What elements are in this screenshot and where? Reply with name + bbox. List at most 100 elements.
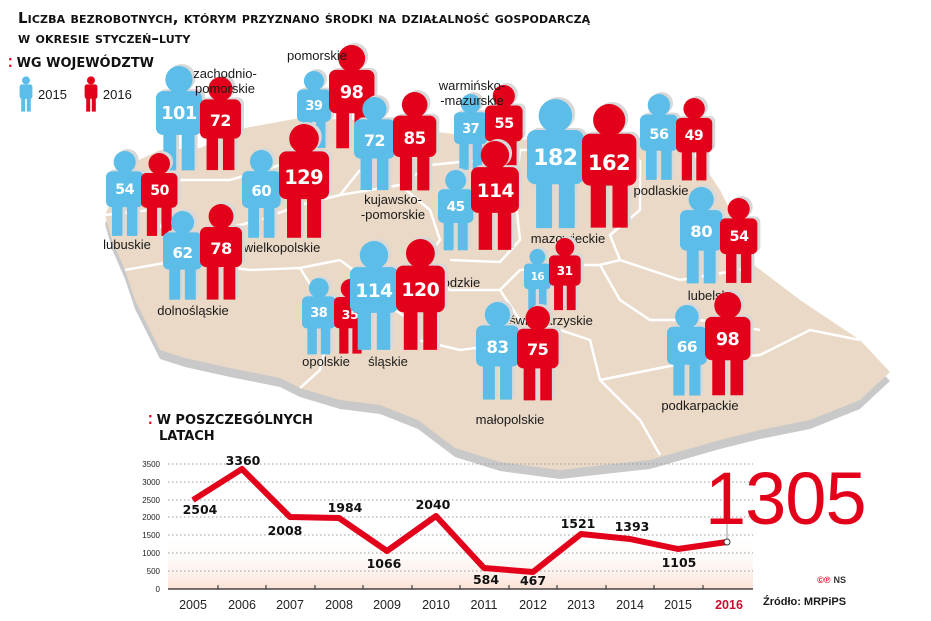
author-initials: NS (833, 575, 846, 585)
svg-text:2013: 2013 (567, 598, 595, 612)
person-figure-2016: 49 (675, 95, 716, 180)
region-label: łódzkie (439, 275, 481, 290)
x-tick-labels: 2005 2006 2007 2008 2009 2010 2011 2012 … (179, 598, 743, 612)
svg-text:500: 500 (147, 567, 161, 576)
figure-value: 45 (446, 199, 465, 216)
svg-text:2010: 2010 (422, 598, 450, 612)
region-label: warmińsko- -mazurskie (438, 78, 506, 108)
svg-text:467: 467 (520, 573, 546, 588)
figure-value: 62 (172, 243, 193, 262)
person-figure-2015: 182 (527, 96, 587, 228)
svg-text:2040: 2040 (416, 497, 451, 512)
svg-text:2008: 2008 (268, 523, 303, 538)
svg-text:2009: 2009 (373, 598, 401, 612)
person-icon (720, 196, 761, 283)
person-icon (278, 122, 332, 238)
svg-text:2016: 2016 (715, 598, 743, 612)
svg-text:1105: 1105 (662, 555, 697, 570)
region-label: wielkopolskie (243, 240, 321, 255)
figure-value: 98 (715, 329, 740, 350)
person-figure-2015: 83 (476, 300, 522, 400)
svg-text:2006: 2006 (228, 598, 256, 612)
figure-value: 31 (556, 264, 574, 279)
chart-section-label: ⁚ W POSZCZEGÓLNYCH LATACH (148, 412, 313, 445)
person-icon (350, 239, 401, 350)
person-figure-2015: 80 (680, 184, 726, 283)
svg-text:1500: 1500 (142, 531, 160, 540)
figure-value: 129 (284, 165, 324, 189)
person-figure-2015: 37 (454, 92, 491, 170)
person-figure-2015: 60 (242, 148, 284, 238)
person-icon (199, 74, 244, 170)
svg-text:2500: 2500 (142, 496, 160, 505)
person-figure-2016: 50 (141, 151, 181, 236)
svg-text:2012: 2012 (519, 598, 547, 612)
figure-value: 72 (363, 131, 386, 150)
figure-value: 49 (684, 127, 704, 144)
figure-value: 120 (401, 279, 440, 301)
highlight-point (723, 538, 731, 546)
highlight-value: 1305 (705, 457, 867, 540)
x-ticks (217, 585, 704, 589)
figure-value: 50 (150, 183, 169, 200)
person-figure-2015: 56 (640, 92, 681, 180)
figure-value: 60 (251, 182, 272, 201)
source-note: Źródło: MRPiPS (763, 596, 847, 608)
figure-value: 66 (676, 337, 698, 356)
legend: 2015 2016 (18, 76, 142, 112)
figure-value: 55 (494, 115, 515, 132)
svg-text:2014: 2014 (616, 598, 644, 612)
figure-value: 101 (161, 103, 197, 124)
figure-value: 39 (305, 99, 323, 115)
person-figure-2016: 72 (199, 74, 244, 170)
figure-value: 38 (310, 305, 328, 321)
person-icon (516, 303, 562, 400)
person-figure-2015: 101 (156, 63, 205, 170)
svg-text:2007: 2007 (276, 598, 304, 612)
svg-text:2008: 2008 (325, 598, 353, 612)
svg-text:3500: 3500 (142, 460, 160, 469)
svg-text:1521: 1521 (561, 516, 596, 531)
legend-item-2015: 2015 (18, 76, 67, 112)
figure-value: 16 (530, 271, 545, 284)
title-line-2: w okresie styczeń–luty (18, 29, 191, 47)
region-label: lubuskie (103, 237, 151, 252)
person-icon (395, 237, 448, 350)
person-icon (200, 202, 246, 300)
region-label: podlaskie (633, 183, 689, 198)
person-figure-2016: 114 (471, 139, 523, 250)
person-figure-2016: 98 (704, 289, 754, 395)
region-label: pomorskie (287, 48, 347, 63)
svg-text:1393: 1393 (615, 519, 650, 534)
title-line-1: Liczba bezrobotnych, którym przyznano śr… (18, 9, 591, 27)
person-icon (667, 302, 710, 395)
figure-value: 83 (486, 338, 509, 358)
person-icon (548, 235, 584, 310)
person-icon (675, 95, 716, 180)
region-label: kujawsko- -pomorskie (360, 192, 426, 222)
region-label: małopolskie (475, 412, 545, 427)
person-figure-2015: 66 (667, 302, 710, 395)
figure-value: 182 (533, 146, 578, 172)
person-figure-2016: 85 (392, 89, 440, 190)
figure-value: 98 (339, 82, 364, 103)
person-figure-2016: 120 (395, 237, 448, 350)
svg-text:2000: 2000 (142, 513, 160, 522)
copyright-icon: ©℗ (817, 575, 831, 585)
figure-value: 37 (462, 121, 480, 137)
dots-icon: ⁚ (148, 413, 153, 427)
person-icon (527, 96, 587, 228)
person-icon (680, 184, 726, 283)
chart-section-label-line2: LATACH (159, 429, 215, 444)
person-icon (163, 209, 206, 300)
svg-text:3360: 3360 (226, 453, 261, 468)
region-label: zachodnio-pomorskie (193, 66, 257, 96)
person-figure-2015: 45 (438, 167, 477, 250)
person-icon (156, 63, 205, 170)
person-figure-2016: 75 (516, 303, 562, 400)
person-icon (392, 89, 440, 190)
person-icon (106, 149, 147, 236)
y-tick-labels: 3500 3000 2500 2000 1500 1000 500 0 (142, 460, 160, 594)
figure-value: 54 (729, 229, 750, 246)
